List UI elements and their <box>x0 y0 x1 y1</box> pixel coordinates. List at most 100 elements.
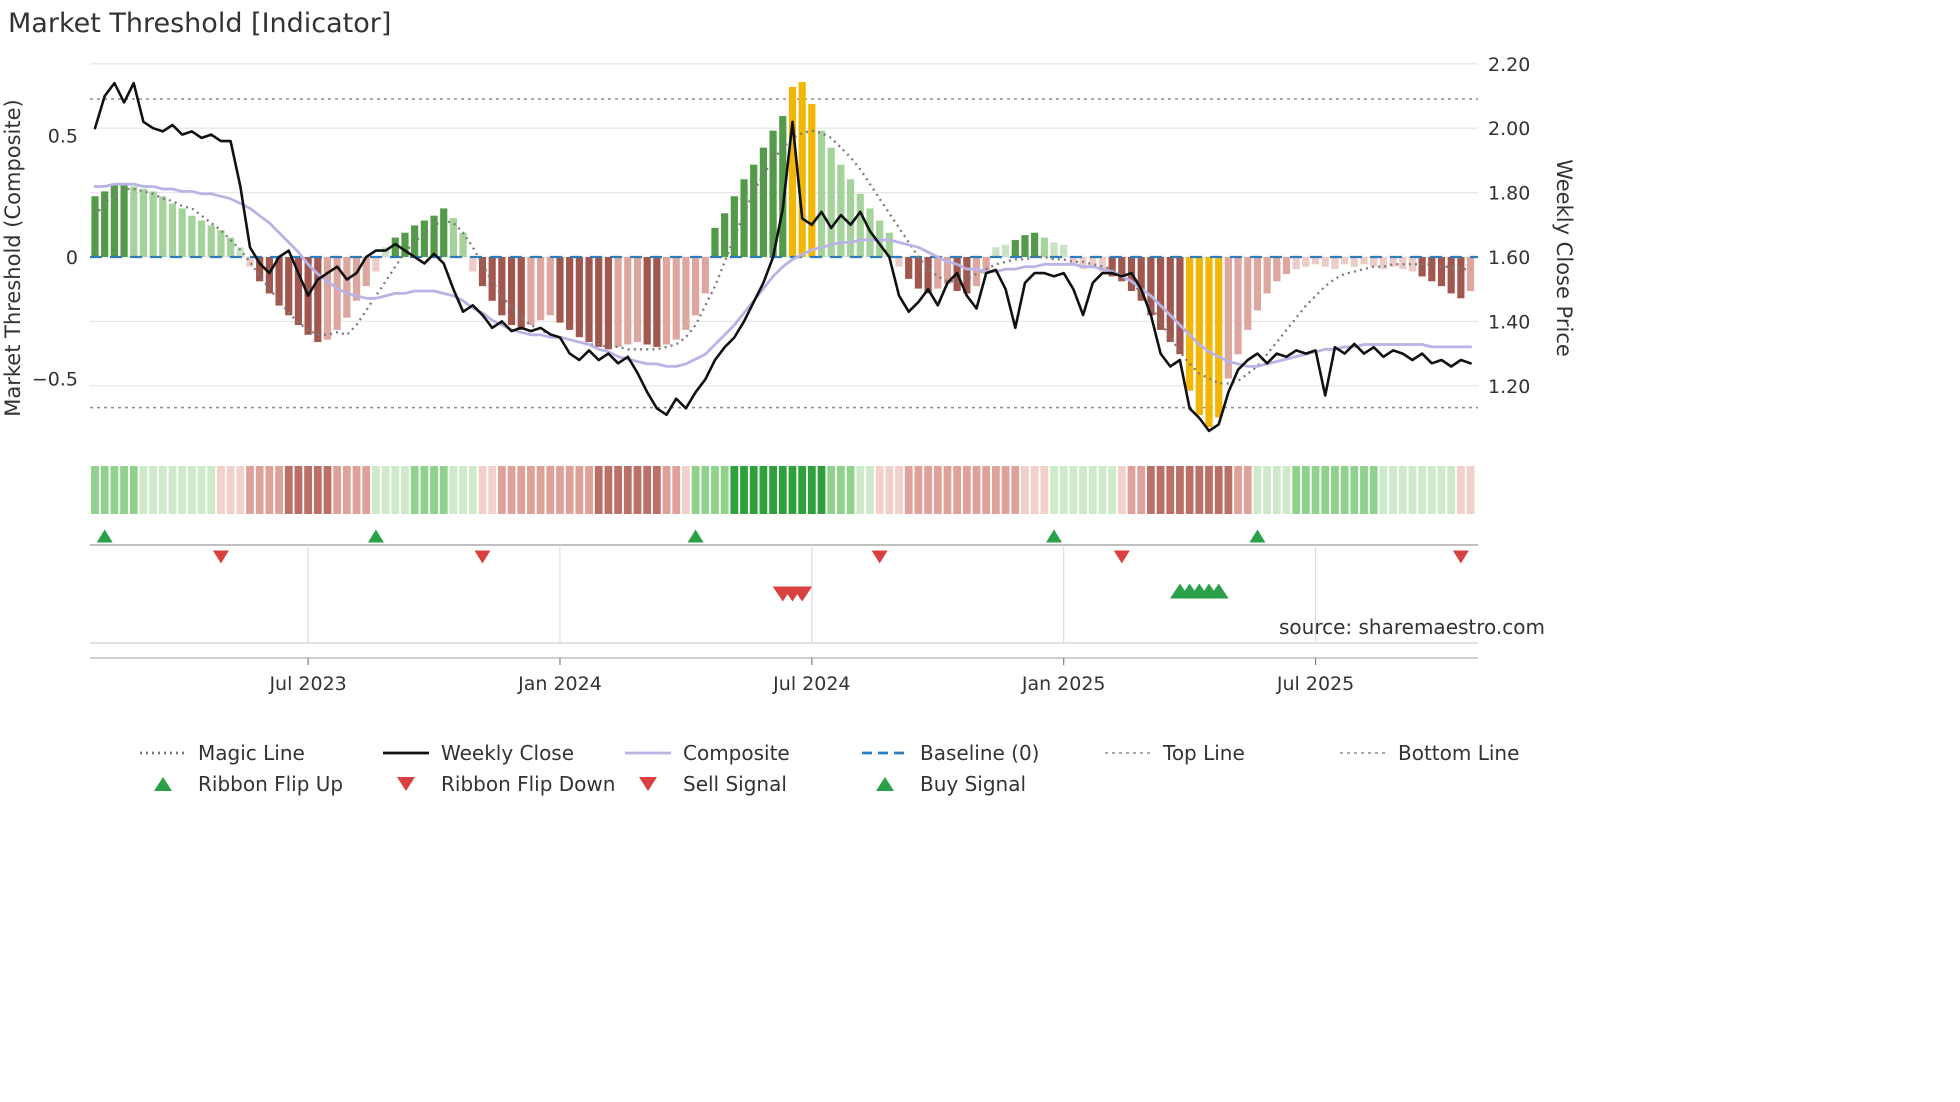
x-axis-tick-label: Jul 2023 <box>268 673 346 695</box>
threshold-bar <box>285 257 293 316</box>
threshold-bar <box>1147 257 1155 316</box>
ribbon-cell <box>410 466 419 514</box>
ribbon-cell <box>836 466 845 514</box>
ribbon-cell <box>749 466 758 514</box>
ribbon-cell <box>827 466 836 514</box>
threshold-bar <box>1370 257 1378 267</box>
ribbon-cell <box>652 466 661 514</box>
threshold-bar <box>1011 239 1019 257</box>
threshold-bar <box>207 225 215 257</box>
ribbon-cell <box>720 466 729 514</box>
threshold-bar <box>1060 244 1068 257</box>
legend-label: Bottom Line <box>1398 741 1519 765</box>
ribbon-cell <box>875 466 884 514</box>
ribbon-cell <box>924 466 932 514</box>
threshold-bar <box>982 257 990 275</box>
ribbon-cell <box>1205 466 1213 514</box>
ribbon-cell <box>275 466 283 514</box>
threshold-bar <box>1302 257 1310 267</box>
threshold-bar <box>914 257 922 289</box>
ribbon-flip-down-marker <box>871 550 888 564</box>
threshold-bar <box>691 257 700 316</box>
signal-panel <box>90 529 1478 659</box>
ribbon-cell <box>1340 466 1349 514</box>
ribbon-cell <box>100 466 109 514</box>
ribbon-cell <box>1369 466 1378 514</box>
ribbon-cell <box>953 466 962 514</box>
ribbon-cell <box>420 466 429 514</box>
threshold-bar <box>372 257 380 272</box>
right-axis-tick-label: 1.60 <box>1488 247 1530 269</box>
ribbon-cell <box>972 466 981 514</box>
legend-label: Composite <box>683 741 790 765</box>
ribbon-cell <box>788 466 797 514</box>
threshold-bar <box>1447 257 1455 294</box>
ribbon-cell <box>1059 466 1068 514</box>
legend-item: Buy Signal <box>876 772 1026 796</box>
threshold-bar <box>1321 257 1329 267</box>
threshold-bar <box>895 257 903 267</box>
ribbon-cell <box>91 466 99 514</box>
legend-swatch-triangle-down <box>397 777 415 791</box>
ribbon-cell <box>682 466 690 514</box>
ribbon-cell <box>1292 466 1301 514</box>
ribbon-cell <box>129 466 138 514</box>
left-axis-tick-label: 0 <box>66 247 78 269</box>
threshold-bar <box>352 257 361 301</box>
ribbon-cell <box>468 466 477 514</box>
ribbon-cell <box>391 466 400 514</box>
threshold-bar <box>420 220 428 257</box>
threshold-bar <box>168 203 177 257</box>
ribbon-cell <box>914 466 923 514</box>
ribbon-cell <box>1185 466 1194 514</box>
threshold-bar <box>721 213 729 257</box>
threshold-bar <box>943 257 952 284</box>
right-axis-tick-label: 2.20 <box>1488 54 1530 76</box>
ribbon-cell <box>1243 466 1252 514</box>
ribbon-cell <box>672 466 681 514</box>
legend-item: Top Line <box>1105 741 1245 765</box>
legend-item: Magic Line <box>140 741 305 765</box>
threshold-bar <box>246 257 254 267</box>
ribbon-cell <box>982 466 991 514</box>
ribbon-cell <box>1156 466 1165 514</box>
threshold-bar <box>1098 257 1107 272</box>
ribbon-cell <box>527 466 535 514</box>
threshold-bar <box>1031 232 1039 257</box>
threshold-bar <box>343 257 351 318</box>
threshold-bar <box>1205 257 1213 428</box>
ribbon-cell <box>1137 466 1146 514</box>
ribbon-cell <box>459 466 468 514</box>
threshold-bar <box>1021 235 1029 257</box>
ribbon-flip-up-marker <box>687 529 704 543</box>
threshold-bar <box>149 191 157 257</box>
legend: Magic Line Weekly Close Composite Baseline … <box>140 741 1519 796</box>
ribbon-cell <box>342 466 351 514</box>
threshold-bar <box>575 257 583 338</box>
threshold-bar <box>1224 257 1232 379</box>
threshold-bar <box>817 130 826 257</box>
ribbon-cell <box>226 466 235 514</box>
ribbon-cell <box>1088 466 1097 514</box>
ribbon-cell <box>1408 466 1417 514</box>
legend-item: Composite <box>625 741 790 765</box>
threshold-bar <box>662 257 671 345</box>
ribbon-cell <box>1282 466 1291 514</box>
ribbon-cell <box>585 466 593 514</box>
left-axis-tick-label: −0.5 <box>32 369 78 391</box>
ribbon-cell <box>691 466 700 514</box>
magic-line <box>94 129 1471 385</box>
ribbon-cell <box>362 466 371 514</box>
threshold-bar <box>275 257 283 306</box>
threshold-bar <box>1311 257 1320 265</box>
ribbon-cell <box>149 466 158 514</box>
threshold-bar <box>178 208 186 257</box>
ribbon-cell <box>866 466 874 514</box>
ribbon-cell <box>304 466 313 514</box>
x-axis-tick-label: Jan 2025 <box>1021 673 1106 695</box>
legend-item: Baseline (0) <box>862 741 1039 765</box>
threshold-bar <box>566 257 574 330</box>
threshold-bar <box>507 257 516 326</box>
left-axis-label: Market Threshold (Composite) <box>1 99 25 417</box>
ribbon-cell <box>246 466 254 514</box>
